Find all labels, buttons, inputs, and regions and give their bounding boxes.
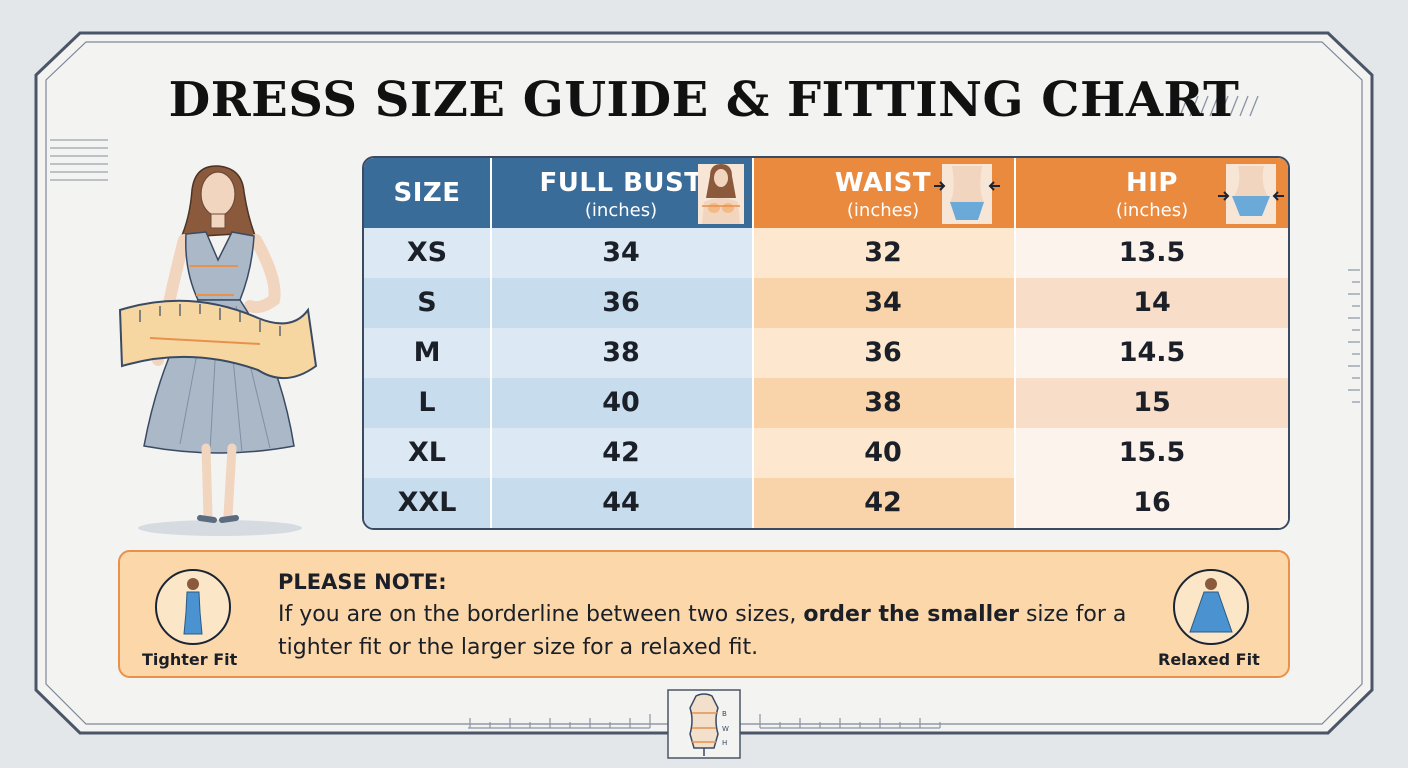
waist-cell: 32 [752, 228, 1014, 280]
column-divider [752, 158, 754, 528]
size-header: SIZE [364, 158, 490, 228]
size-column: SIZE XS S M L XL XXL [364, 158, 490, 528]
mannequin-label-h: H [722, 739, 727, 747]
waist-cell: 38 [752, 378, 1014, 430]
note-box: Tighter Fit PLEASE NOTE: If you are on t… [118, 550, 1290, 678]
woman-measuring-tape-icon [118, 165, 318, 536]
tighter-fit-label: Tighter Fit [142, 650, 238, 669]
waist-column: WAIST (inches) 32 34 36 38 40 42 [752, 158, 1014, 528]
waist-cell: 34 [752, 278, 1014, 330]
hip-cell: 14 [1014, 278, 1288, 330]
bust-cell: 40 [490, 378, 752, 430]
bust-cell: 34 [490, 228, 752, 280]
bust-unit-label: (inches) [584, 200, 658, 221]
note-heading: PLEASE NOTE: [278, 570, 447, 594]
hip-cell: 13.5 [1014, 228, 1288, 280]
bust-cell: 36 [490, 278, 752, 330]
size-cell: S [364, 278, 490, 330]
size-cell: L [364, 378, 490, 430]
relaxed-fit-dress-icon [1173, 569, 1249, 645]
waist-cell: 40 [752, 428, 1014, 480]
bust-header-label: FULL BUST [539, 168, 703, 198]
hip-cell: 14.5 [1014, 328, 1288, 380]
mannequin-label-w: W [722, 725, 729, 733]
mannequin-label-b: B [722, 710, 727, 718]
bust-column: FULL BUST (inches) 34 36 38 40 42 44 [490, 158, 752, 528]
waist-unit-label: (inches) [846, 200, 920, 221]
size-cell: XL [364, 428, 490, 480]
hip-column: HIP (inches) 13.5 14 14.5 15 15.5 16 [1014, 158, 1288, 528]
size-table: SIZE XS S M L XL XXL FULL BUST (inches) … [362, 156, 1290, 530]
hip-cell: 15.5 [1014, 428, 1288, 480]
page-title: DRESS SIZE GUIDE & FITTING CHART [168, 72, 1240, 128]
hip-unit-label: (inches) [1115, 200, 1189, 221]
hip-header: HIP (inches) [1014, 158, 1288, 228]
bust-cell: 44 [490, 478, 752, 528]
note-text-bold: order the smaller [803, 602, 1019, 627]
note-text-b: size for a tighter fit or the larger siz… [278, 602, 1127, 660]
waist-cell: 36 [752, 328, 1014, 380]
hip-header-label: HIP [1126, 168, 1178, 198]
size-cell: XS [364, 228, 490, 280]
hip-cell: 15 [1014, 378, 1288, 430]
hip-icon [1218, 164, 1284, 224]
size-header-label: SIZE [393, 178, 461, 208]
tighter-fit-dress-icon [155, 569, 231, 645]
column-divider [490, 158, 492, 528]
note-text: If you are on the borderline between two… [278, 598, 1158, 664]
bust-header: FULL BUST (inches) [490, 158, 752, 228]
waist-cell: 42 [752, 478, 1014, 528]
note-text-a: If you are on the borderline between two… [278, 602, 804, 627]
hip-cell: 16 [1014, 478, 1288, 528]
bust-cell: 38 [490, 328, 752, 380]
bust-icon [698, 164, 744, 224]
mannequin-icon: B W H [667, 689, 741, 759]
waist-header: WAIST (inches) [752, 158, 1014, 228]
relaxed-fit-label: Relaxed Fit [1158, 650, 1260, 669]
size-cell: XXL [364, 478, 490, 528]
column-divider [1014, 158, 1016, 528]
bust-cell: 42 [490, 428, 752, 480]
size-cell: M [364, 328, 490, 380]
waist-icon [934, 164, 1000, 224]
waist-header-label: WAIST [834, 168, 932, 198]
